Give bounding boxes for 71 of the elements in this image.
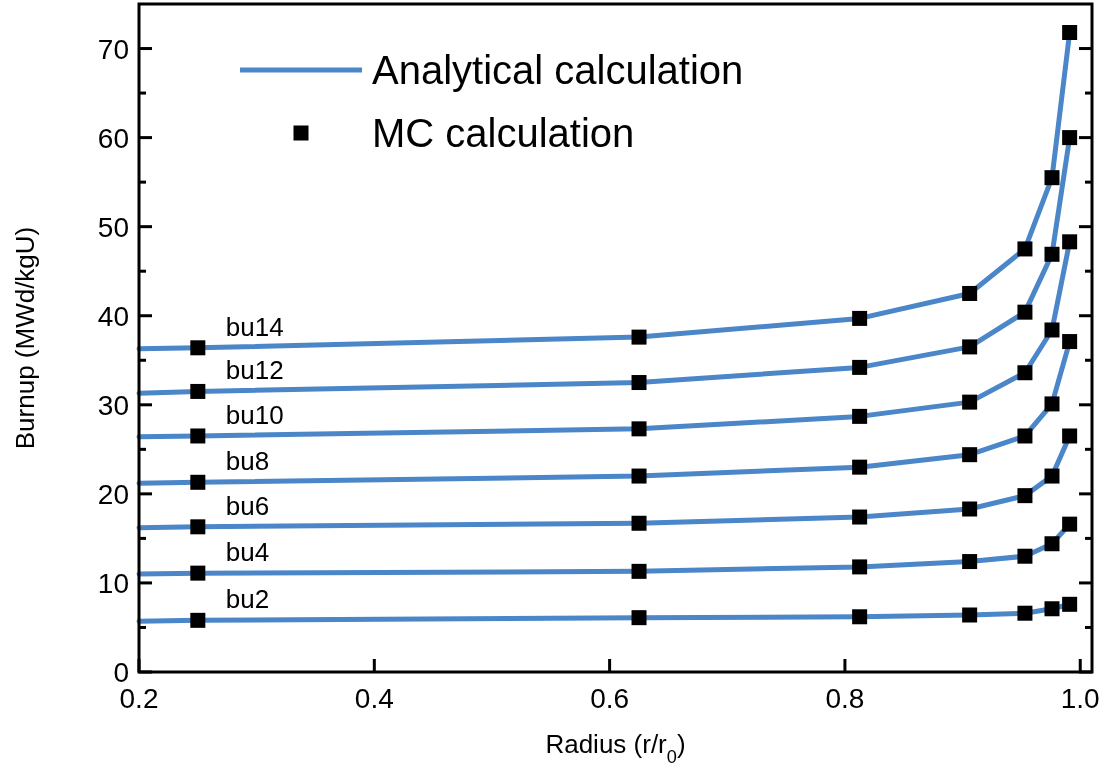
point (631, 468, 647, 484)
point (1062, 596, 1078, 612)
x-axis-title: Radius (r/r$_{0}$) (545, 729, 686, 767)
point (1044, 536, 1060, 552)
point (631, 329, 647, 345)
point (962, 285, 978, 301)
point (962, 447, 978, 463)
point (1044, 322, 1060, 338)
y-tick-label: 20 (97, 478, 129, 510)
annotation: bu12 (225, 355, 284, 386)
point (852, 359, 868, 375)
point (190, 565, 206, 581)
point (962, 554, 978, 570)
point (852, 310, 868, 326)
point (631, 421, 647, 437)
point (1044, 246, 1060, 262)
y-tick-label: 40 (97, 300, 129, 332)
point (1044, 396, 1060, 412)
point (1017, 428, 1033, 444)
y-tick-label: 30 (97, 389, 129, 421)
point (1044, 468, 1060, 484)
point (962, 394, 978, 410)
annotation: bu8 (225, 446, 270, 477)
point (1017, 241, 1033, 257)
point (1062, 130, 1078, 146)
y-tick-label: 70 (97, 33, 129, 65)
point (190, 428, 206, 444)
point (190, 474, 206, 490)
annotation: bu10 (225, 399, 284, 430)
point (1062, 334, 1078, 350)
point (1017, 488, 1033, 504)
point (631, 610, 647, 626)
point (190, 612, 206, 628)
point (1017, 548, 1033, 564)
point (1017, 304, 1033, 320)
point (852, 459, 868, 475)
annotation: bu2 (225, 584, 270, 615)
x-tick-label: 0.8 (825, 683, 865, 714)
point (852, 609, 868, 625)
point (1062, 516, 1078, 532)
y-tick-label: 10 (97, 567, 129, 599)
point (962, 339, 978, 355)
point (190, 519, 206, 535)
point (852, 509, 868, 525)
y-axis-title: Burnup (MWd/kgU) (10, 226, 40, 450)
point (962, 607, 978, 623)
y-tick-label: 60 (97, 122, 129, 154)
legend-label: MC calculation (372, 111, 635, 155)
point (1044, 601, 1060, 617)
point (1062, 25, 1078, 40)
annotation: bu14 (225, 311, 284, 342)
x-tick-label: 0.6 (590, 683, 630, 714)
point (852, 559, 868, 575)
point (962, 501, 978, 517)
annotation: bu4 (225, 537, 270, 568)
point (852, 408, 868, 424)
point (1044, 170, 1060, 186)
point (1017, 365, 1033, 381)
point (631, 375, 647, 391)
point (1062, 428, 1078, 444)
legend-label: Analytical calculation (372, 48, 744, 92)
point (631, 563, 647, 579)
x-tick-label: 0.4 (354, 683, 394, 714)
x-tick-label: 1.0 (1060, 683, 1100, 714)
point (631, 515, 647, 531)
y-tick-label: 50 (97, 211, 129, 243)
point (190, 383, 206, 399)
annotation: bu6 (225, 490, 270, 521)
point (1062, 234, 1078, 250)
point (1017, 605, 1033, 621)
point (190, 340, 206, 356)
